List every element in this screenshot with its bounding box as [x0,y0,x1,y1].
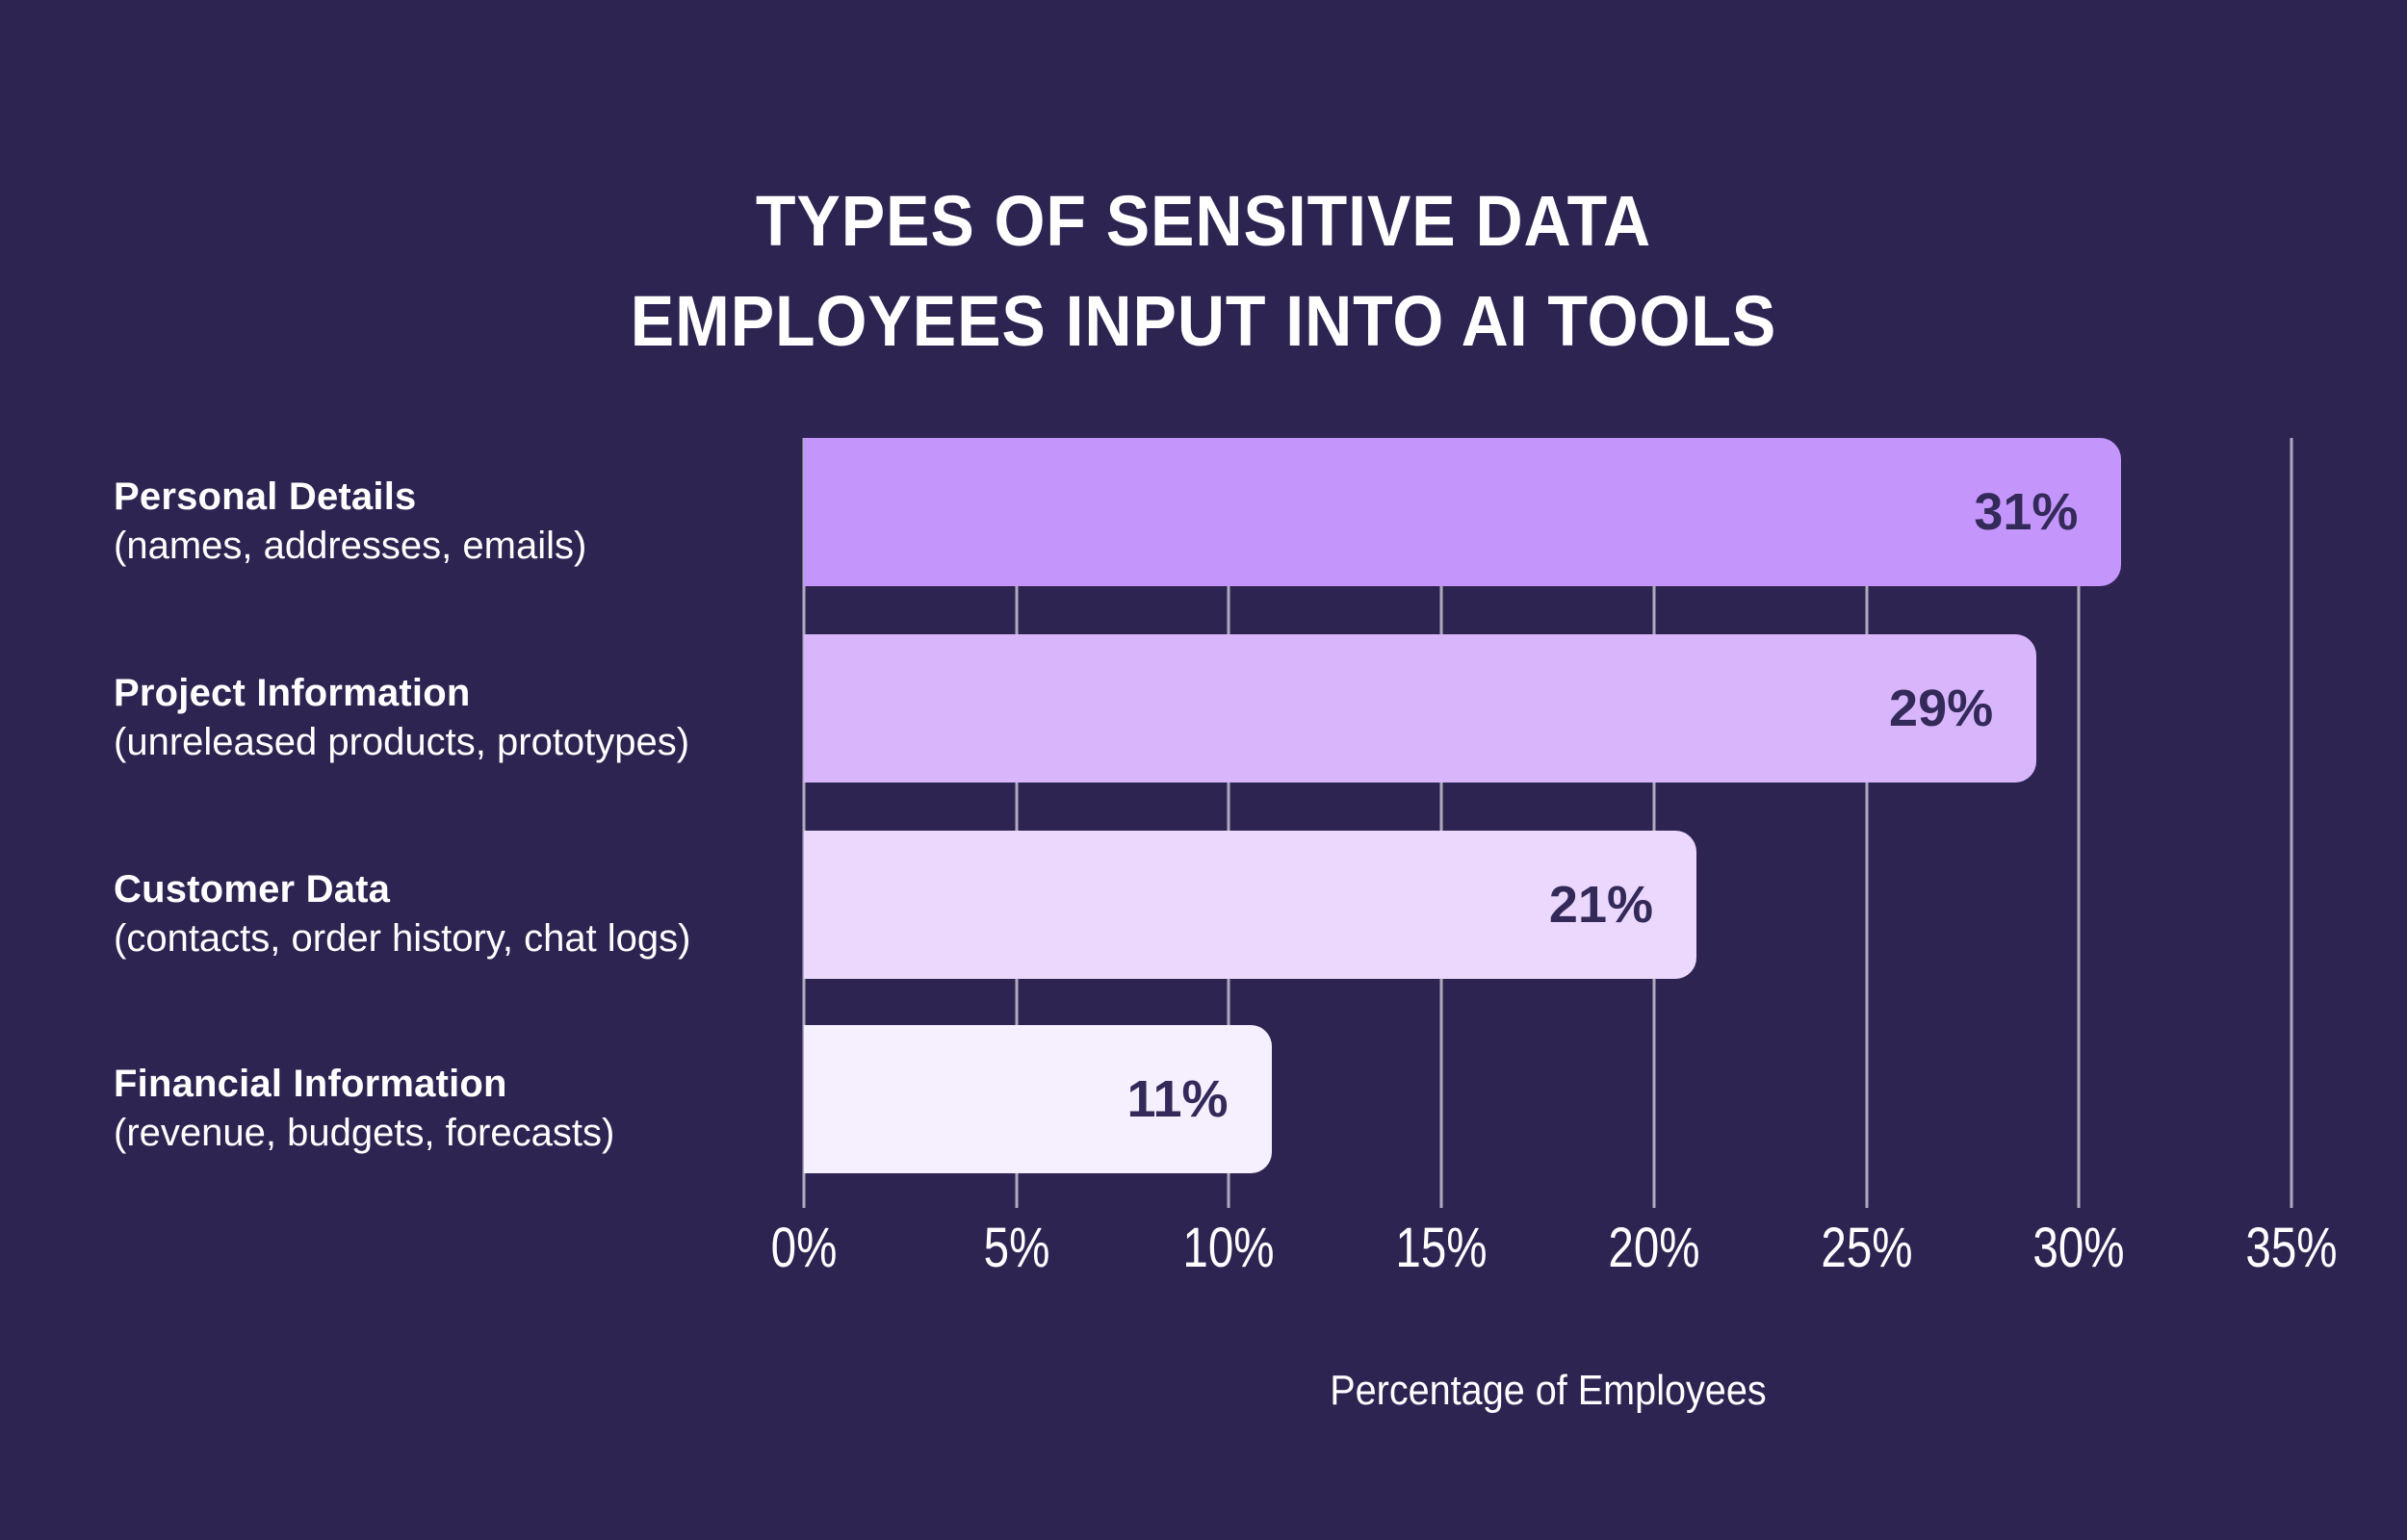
bar-row-project-information: 29% [804,634,2291,783]
bar-row-personal-details: 31% [804,438,2291,586]
category-title: Customer Data [114,868,391,911]
x-tick-25%: 25% [1820,1217,1913,1279]
plot-area: 31% 29% 21% 11% 0% 5% 10% 15% 20% 25% 30% 35% [771,438,2338,1279]
bar-value-label: 31% [1974,483,2079,541]
category-label-financial-information: Financial Information (revenue, budgets,… [114,1035,788,1183]
category-subtitle: (names, addresses, emails) [114,525,587,567]
x-tick-0%: 0% [770,1217,838,1279]
bar-value-label: 21% [1548,876,1653,934]
bar-row-customer-data: 21% [804,831,2291,979]
gridline-25% [1865,438,1869,1208]
gridline-30% [2077,438,2081,1208]
category-labels: Personal Details (names, addresses, emai… [114,438,788,1173]
chart-title: TYPES OF SENSITIVE DATA EMPLOYEES INPUT … [0,171,2407,372]
category-subtitle: (unreleased products, prototypes) [114,721,690,763]
category-subtitle: (revenue, budgets, forecasts) [114,1112,615,1154]
bar-row-financial-information: 11% [804,1025,2291,1173]
bar-value-label: 29% [1889,680,1994,737]
x-tick-10%: 10% [1182,1217,1276,1279]
category-title: Project Information [114,672,471,714]
x-tick-30%: 30% [2032,1217,2125,1279]
gridline-35% [2290,438,2293,1208]
category-label-project-information: Project Information (unreleased products… [114,644,788,792]
gridline-15% [1439,438,1443,1208]
category-subtitle: (contacts, order history, chat logs) [114,917,691,960]
gridline-5% [1015,438,1019,1208]
bar-financial-information: 11% [804,1025,1272,1173]
chart-title-line-1: TYPES OF SENSITIVE DATA [755,180,1652,261]
gridline-20% [1652,438,1656,1208]
category-label-personal-details: Personal Details (names, addresses, emai… [114,448,788,596]
bar-value-label: 11% [1126,1070,1229,1128]
gridline-10% [1227,438,1230,1208]
gridline-0% [802,438,806,1208]
x-tick-35%: 35% [2245,1217,2338,1279]
x-tick-5%: 5% [983,1217,1050,1279]
bar-customer-data: 21% [804,831,1696,979]
chart-title-line-2: EMPLOYEES INPUT INTO AI TOOLS [630,280,1777,361]
x-axis-title: Percentage of Employees [1329,1367,1767,1414]
bar-project-information: 29% [804,634,2037,783]
bar-personal-details: 31% [804,438,2122,586]
category-title: Personal Details [114,475,417,518]
x-tick-15%: 15% [1395,1217,1488,1279]
category-title: Financial Information [114,1063,507,1105]
x-tick-20%: 20% [1608,1217,1700,1279]
category-label-customer-data: Customer Data (contacts, order history, … [114,840,788,988]
